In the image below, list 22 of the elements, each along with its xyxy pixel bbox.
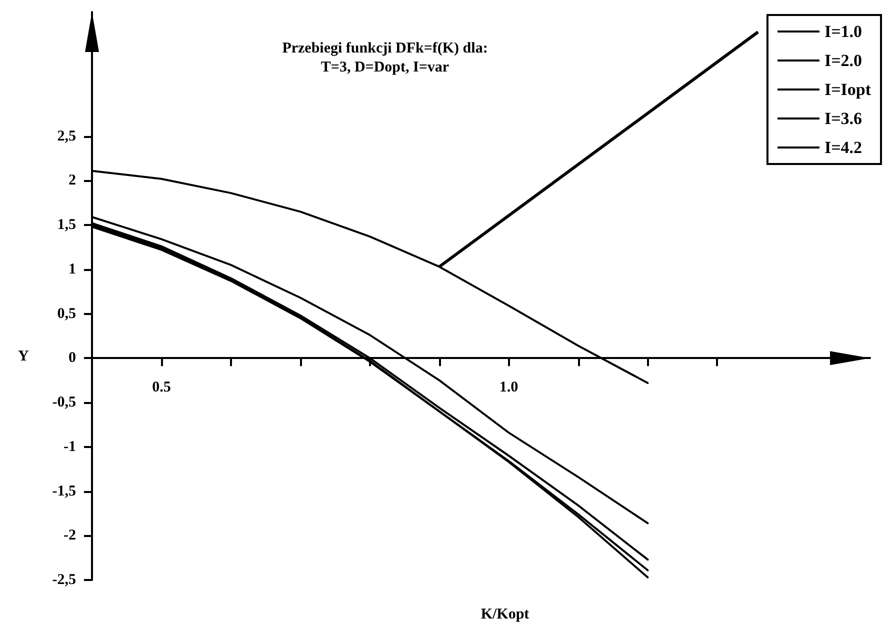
text: T=3, D=Dopt, I=var xyxy=(320,60,450,76)
y-tick-label: -2 xyxy=(64,528,76,544)
y-tick-label: -2,5 xyxy=(52,572,76,588)
y-tick-label: 0 xyxy=(68,350,76,366)
y-tick-label: 1,5 xyxy=(57,217,76,233)
text: Przebiegi funkcji DFk=f(K) dla: xyxy=(282,40,488,56)
y-tick-label: 2 xyxy=(68,172,76,189)
y-tick-label: 1 xyxy=(68,261,76,278)
x-tick-label: 1.0 xyxy=(499,380,518,396)
legend-label: I=Iopt xyxy=(824,80,872,99)
legend-label: I=1.0 xyxy=(824,22,862,41)
legend-label: I=4.2 xyxy=(824,138,862,157)
legend-label: I=3.6 xyxy=(824,109,862,128)
x-tick-label: 0.5 xyxy=(152,380,171,396)
y-axis-title: Y xyxy=(18,348,29,365)
y-tick-label: -0,5 xyxy=(52,394,76,410)
y-tick-label: 0,5 xyxy=(57,306,76,322)
x-axis-title: K/Kopt xyxy=(480,606,530,622)
y-tick-label: -1,5 xyxy=(52,483,76,500)
legend-label: I=2.0 xyxy=(824,51,862,70)
y-tick-label: 2,5 xyxy=(57,128,76,144)
y-tick-label: -1 xyxy=(64,438,76,455)
